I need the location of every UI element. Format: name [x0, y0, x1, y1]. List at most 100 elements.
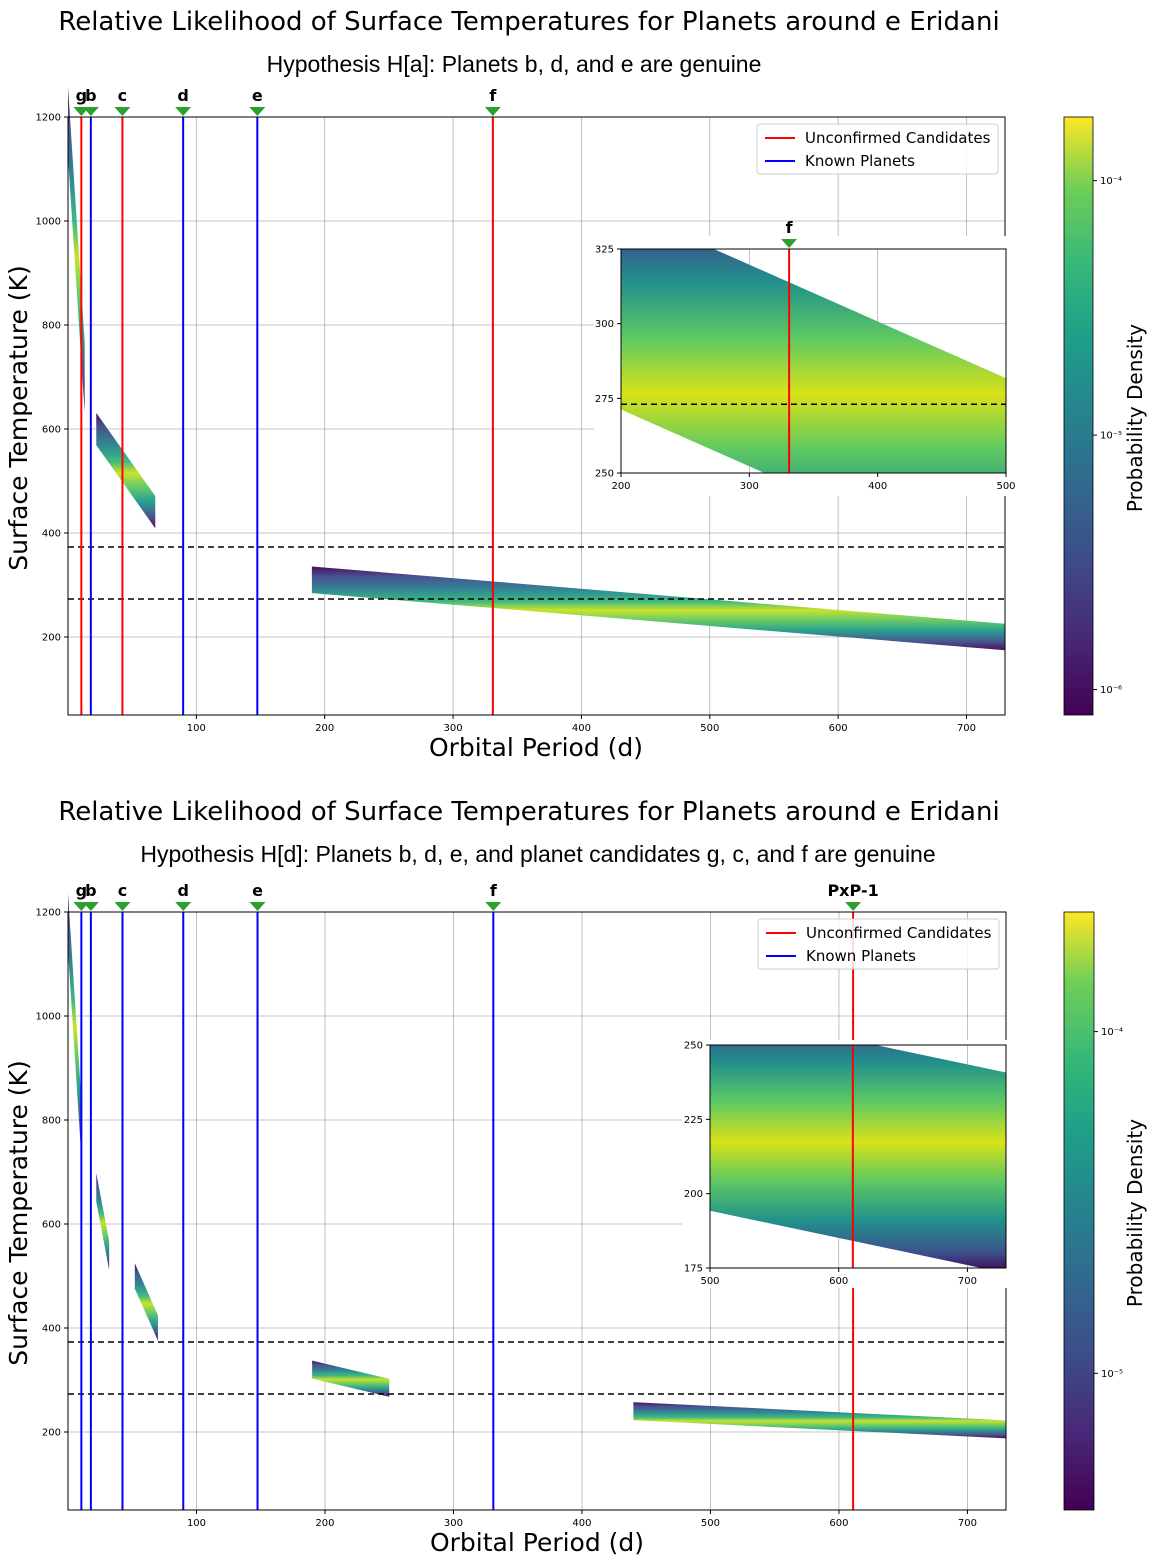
planet-marker-c: [114, 107, 131, 116]
planet-marker-b: [82, 902, 99, 911]
inset-y-tick-label: 200: [684, 1189, 703, 1200]
inset-zoom: 500 600 700 175 200 225 250: [682, 1040, 1012, 1288]
planet-marker-e: [249, 107, 266, 116]
colorbar-gradient: [1063, 911, 1095, 1511]
colorbar: 10⁻⁵ 10⁻⁴ Probability Density: [1063, 911, 1147, 1511]
inset-zoom: 200 300 400 500 250 275 300 325 f: [594, 218, 1016, 496]
colorbar-gradient: [1063, 116, 1094, 716]
inset-y-tick-label: 275: [595, 394, 614, 405]
y-tick-label: 800: [42, 1116, 61, 1127]
chart-title: Relative Likelihood of Surface Temperatu…: [58, 7, 999, 37]
y-tick-label: 1200: [36, 113, 61, 124]
planet-label-c: c: [118, 86, 127, 105]
inset-x-tick-label: 400: [868, 481, 887, 492]
y-tick-label: 400: [42, 529, 61, 540]
y-tick-label: 400: [42, 1324, 61, 1335]
inset-reference-lines: [621, 249, 1006, 473]
planet-label-d: d: [178, 881, 189, 900]
y-tick-label: 1000: [36, 1012, 61, 1023]
planet-label-e: e: [252, 881, 263, 900]
inset-axis-ticks: 500 600 700 175 200 225 250: [684, 1041, 977, 1288]
x-tick-label: 200: [315, 1518, 334, 1529]
planet-marker-d: [175, 107, 192, 116]
colorbar-ticks: 10⁻⁵ 10⁻⁴: [1094, 1027, 1123, 1380]
legend-unconfirmed: Unconfirmed Candidates: [806, 924, 992, 942]
y-tick-label: 1200: [36, 908, 61, 919]
inset-band: [621, 249, 1006, 473]
density-band: [134, 1263, 158, 1341]
y-axis-label: Surface Temperature (K): [4, 265, 33, 570]
planet-marker-c: [114, 902, 131, 911]
inset-y-tick-label: 325: [595, 245, 614, 256]
planet-label-g: g: [76, 881, 87, 900]
legend-known: Known Planets: [806, 947, 916, 965]
x-tick-label: 200: [315, 723, 334, 734]
colorbar-tick-label: 10⁻⁴: [1101, 1027, 1123, 1038]
planet-period-lines: [80, 117, 494, 715]
density-band: [96, 412, 156, 529]
x-tick-label: 300: [444, 723, 463, 734]
inset-planet-marker: [781, 239, 798, 248]
density-band: [96, 1173, 110, 1270]
planet-label-PxP-1: PxP-1: [827, 881, 878, 900]
colorbar-tick-label: 10⁻⁵: [1101, 1369, 1123, 1380]
x-tick-label: 400: [572, 723, 591, 734]
y-axis-label: Surface Temperature (K): [4, 1060, 33, 1365]
colorbar-ticks: 10⁻⁶ 10⁻⁵ 10⁻⁴: [1093, 176, 1122, 696]
chart-subtitle: Hypothesis H[d]: Planets b, d, e, and pl…: [140, 841, 935, 867]
colorbar-label: Probability Density: [1123, 1119, 1147, 1307]
planet-marker-PxP-1: [845, 902, 862, 911]
legend: Unconfirmed Candidates Known Planets: [756, 123, 999, 175]
y-tick-label: 600: [42, 425, 61, 436]
colorbar-tick-label: 10⁻⁶: [1100, 685, 1122, 696]
inset-y-tick-label: 250: [684, 1041, 703, 1052]
inset-x-tick-label: 700: [958, 1276, 977, 1287]
x-tick-label: 700: [957, 723, 976, 734]
planet-label-g: g: [76, 86, 87, 105]
planet-label-b: b: [85, 86, 96, 105]
chart-title: Relative Likelihood of Surface Temperatu…: [58, 797, 999, 827]
inset-planet-label: f: [786, 218, 794, 237]
planet-label-b: b: [85, 881, 96, 900]
inset-frame: [620, 248, 1007, 474]
x-axis-label: Orbital Period (d): [430, 1528, 644, 1557]
density-bands: [68, 893, 1006, 1439]
y-tick-label: 800: [42, 321, 61, 332]
planet-label-d: d: [177, 86, 188, 105]
x-tick-label: 600: [829, 723, 848, 734]
legend: Unconfirmed Candidates Known Planets: [757, 918, 1000, 970]
planet-markers: gb c d e f: [73, 86, 501, 116]
inset-density-band: [621, 249, 1006, 473]
density-band: [68, 893, 81, 1149]
inset-frame: [709, 1044, 1007, 1269]
inset-marker: f: [781, 218, 798, 248]
inset-density-band: [710, 1045, 1006, 1268]
x-tick-label: 700: [958, 1518, 977, 1529]
planet-label-c: c: [118, 881, 127, 900]
y-tick-label: 200: [42, 633, 61, 644]
planet-markers: gb c d e f PxP-1: [73, 881, 879, 911]
x-tick-label: 100: [187, 1518, 206, 1529]
inset-y-tick-label: 225: [684, 1115, 703, 1126]
x-tick-label: 300: [444, 1518, 463, 1529]
colorbar-label: Probability Density: [1123, 324, 1147, 512]
planet-label-e: e: [252, 86, 263, 105]
inset-x-tick-label: 500: [700, 1276, 719, 1287]
axis-ticks: 100 200 300 400 500 600 700 200 400 600 800 1000 120…: [36, 908, 977, 1530]
legend-known: Known Planets: [805, 152, 915, 170]
x-tick-label: 400: [572, 1518, 591, 1529]
x-tick-label: 100: [187, 723, 206, 734]
y-tick-label: 200: [42, 1428, 61, 1439]
legend-box: [757, 918, 1000, 970]
panel-hypothesis-d: Relative Likelihood of Surface Temperatu…: [4, 797, 1147, 1557]
y-tick-label: 600: [42, 1220, 61, 1231]
planet-marker-f: [484, 107, 501, 116]
colorbar: 10⁻⁶ 10⁻⁵ 10⁻⁴ Probability Density: [1063, 116, 1147, 716]
planet-marker-b: [82, 107, 99, 116]
planet-label-f: f: [490, 881, 498, 900]
colorbar-tick-label: 10⁻⁵: [1100, 431, 1122, 442]
axis-ticks: 100 200 300 400 500 600 700 200 400 600 800 1000 120…: [36, 113, 976, 735]
habitable-zone-lines: [68, 546, 1005, 600]
panel-hypothesis-a: Relative Likelihood of Surface Temperatu…: [4, 7, 1147, 762]
habitable-zone-lines: [68, 1341, 1006, 1395]
